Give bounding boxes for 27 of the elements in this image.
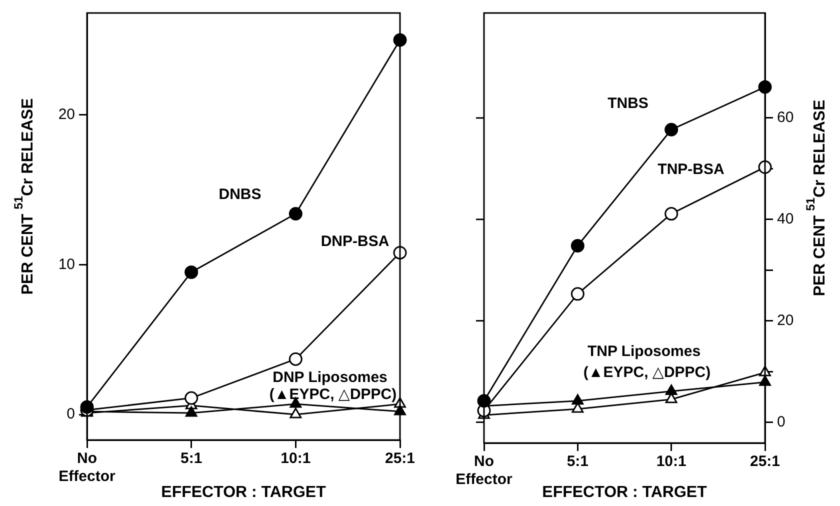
annotation: (▲EYPC, △DPPC)	[583, 364, 711, 382]
y2-tick-label: 0	[777, 413, 786, 430]
y2-axis-title: PER CENT 51Cr RELEASE	[804, 99, 828, 296]
annotation: TNP Liposomes	[587, 343, 701, 360]
y-tick-label: 20	[58, 106, 75, 124]
x-tick-label: 5:1	[566, 453, 589, 470]
series-label: DNP-BSA	[320, 233, 390, 250]
series-label: TNP-BSA	[658, 161, 724, 178]
x-axis-title: EFFECTOR : TARGET	[542, 484, 708, 501]
series-label: TNBS	[608, 95, 648, 112]
x-tick-label: 10:1	[280, 450, 311, 468]
y2-tick-label: 20	[777, 312, 794, 329]
x-tick-label: 5:1	[180, 450, 202, 468]
x-tick-label: No Effector	[456, 453, 512, 488]
x-tick-label: 25:1	[384, 450, 416, 468]
y-tick-label: 10	[58, 256, 75, 273]
annotation: (▲EYPC, △DPPC)	[269, 386, 397, 404]
annotation: DNP Liposomes	[272, 369, 388, 386]
x-tick-label: 25:1	[750, 453, 780, 470]
x-tick-label: No Effector	[58, 450, 116, 486]
x-tick-label: 10:1	[656, 453, 686, 470]
y-tick-label: 0	[66, 406, 75, 423]
y2-tick-label: 40	[777, 210, 794, 228]
y-axis-title: PER CENT 51Cr RELEASE	[12, 98, 36, 295]
y2-tick-label: 60	[777, 109, 794, 126]
x-axis-title: EFFECTOR : TARGET	[161, 484, 326, 501]
series-label: DNBS	[218, 186, 262, 204]
